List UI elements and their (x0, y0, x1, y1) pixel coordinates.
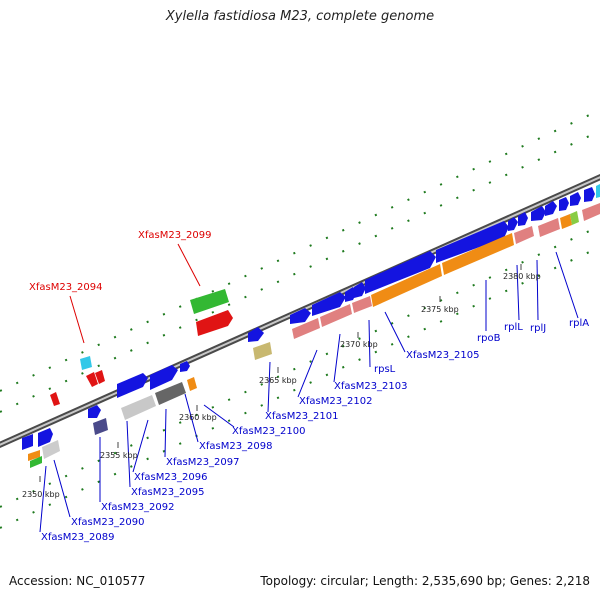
tick-2350: 2350 kbp (22, 490, 60, 499)
tick-2370: 2370 kbp (340, 340, 378, 349)
gene-2094-cyan (80, 356, 92, 370)
gene-2096-dark (155, 382, 186, 405)
label-2101: XfasM23_2101 (265, 411, 339, 422)
highlighted-features (50, 289, 233, 406)
gene-2097-orange (187, 377, 197, 391)
gene-2100-olive (253, 342, 272, 360)
gene-2097-arrow (180, 361, 190, 372)
gene-labels-highlight: XfasM23_2094 XfasM23_2099 (29, 230, 212, 293)
gene-2095-arrow (117, 373, 148, 398)
gene-j-pseudo (538, 218, 560, 237)
label-2089: XfasM23_2089 (41, 532, 115, 543)
map-title: Xylella fastidiosa M23, complete genome (165, 9, 435, 24)
label-rplA: rplA (569, 318, 589, 329)
tick-2380: 2380 kbp (503, 272, 541, 281)
gene-l-green (570, 211, 579, 225)
leader-lines (39, 251, 579, 533)
tick-2375: 2375 kbp (421, 305, 459, 314)
features-reverse (28, 203, 600, 468)
gene-2092-dark (93, 418, 108, 435)
label-2090: XfasM23_2090 (71, 517, 145, 528)
gene-2095-gray (121, 395, 156, 420)
tick-2355: 2355 kbp (100, 451, 138, 460)
gene-2102-arrow (312, 292, 346, 316)
gene-labels: XfasM23_2089 XfasM23_2090 XfasM23_2092 X… (41, 318, 589, 543)
gene-a-arrow (508, 217, 518, 231)
label-2096: XfasM23_2096 (134, 472, 208, 483)
gene-2100-arrow (248, 327, 264, 342)
label-rplL: rplL (504, 322, 523, 333)
topology-label: Topology: circular; Length: 2,535,690 bp… (260, 574, 590, 588)
tick-labels: 2350 kbp 2355 kbp 2360 kbp 2365 kbp 2370… (22, 272, 541, 499)
gene-2103b-arrow (354, 282, 366, 298)
label-2105: XfasM23_2105 (406, 350, 480, 361)
gene-h-arrow (596, 184, 600, 198)
gene-g-arrow (584, 187, 595, 202)
gene-2089-green (30, 456, 42, 468)
gene-2090-arrow (38, 428, 53, 447)
gene-2089-small (28, 450, 40, 461)
gene-2094-red-b (95, 370, 105, 384)
gene-red-small (50, 392, 60, 406)
gene-2092-arrow (88, 405, 101, 418)
rpoB-orange (442, 233, 514, 275)
rpsL-arrow (365, 251, 436, 294)
leader-lines-red (69, 243, 201, 344)
gene-f-arrow (570, 192, 581, 206)
gene-2102-pseudo (320, 304, 352, 327)
tick-2365: 2365 kbp (259, 376, 297, 385)
accession-label: Accession: NC_010577 (9, 574, 146, 588)
gene-m-pseudo (582, 203, 600, 221)
label-2094: XfasM23_2094 (29, 282, 103, 293)
gene-b-arrow (518, 212, 528, 226)
gene-d-arrow (545, 201, 557, 216)
gene-2096-arrow (150, 365, 178, 390)
gene-2089-arrow (22, 434, 33, 450)
label-2100: XfasM23_2100 (232, 426, 306, 437)
gene-2103-pseudo (352, 296, 372, 313)
tick-2360: 2360 kbp (179, 413, 217, 422)
rpoB-arrow (436, 221, 509, 263)
gene-2094-red-a (86, 372, 98, 387)
label-2099: XfasM23_2099 (138, 230, 212, 241)
tick-marks (39, 264, 522, 482)
gene-k-orange (560, 214, 572, 229)
label-rpoB: rpoB (477, 333, 501, 344)
gene-2099-red (196, 310, 233, 336)
gene-e-arrow (559, 197, 569, 211)
label-2092: XfasM23_2092 (101, 502, 175, 513)
label-2097: XfasM23_2097 (166, 457, 240, 468)
label-2095: XfasM23_2095 (131, 487, 205, 498)
gene-2101-pseudo (292, 318, 320, 339)
gene-c-arrow (531, 206, 546, 221)
rpsL-orange (371, 264, 442, 307)
label-2103: XfasM23_2103 (334, 381, 408, 392)
gene-2099-green (190, 289, 229, 314)
gene-i-pseudo (514, 226, 534, 244)
label-rplJ: rplJ (530, 323, 546, 334)
cds-features-forward (22, 184, 600, 450)
gene-2090-gray (42, 440, 60, 459)
label-2102: XfasM23_2102 (299, 396, 373, 407)
label-2098: XfasM23_2098 (199, 441, 273, 452)
label-rpsL: rpsL (374, 364, 396, 375)
gene-2101-arrow (290, 308, 311, 324)
